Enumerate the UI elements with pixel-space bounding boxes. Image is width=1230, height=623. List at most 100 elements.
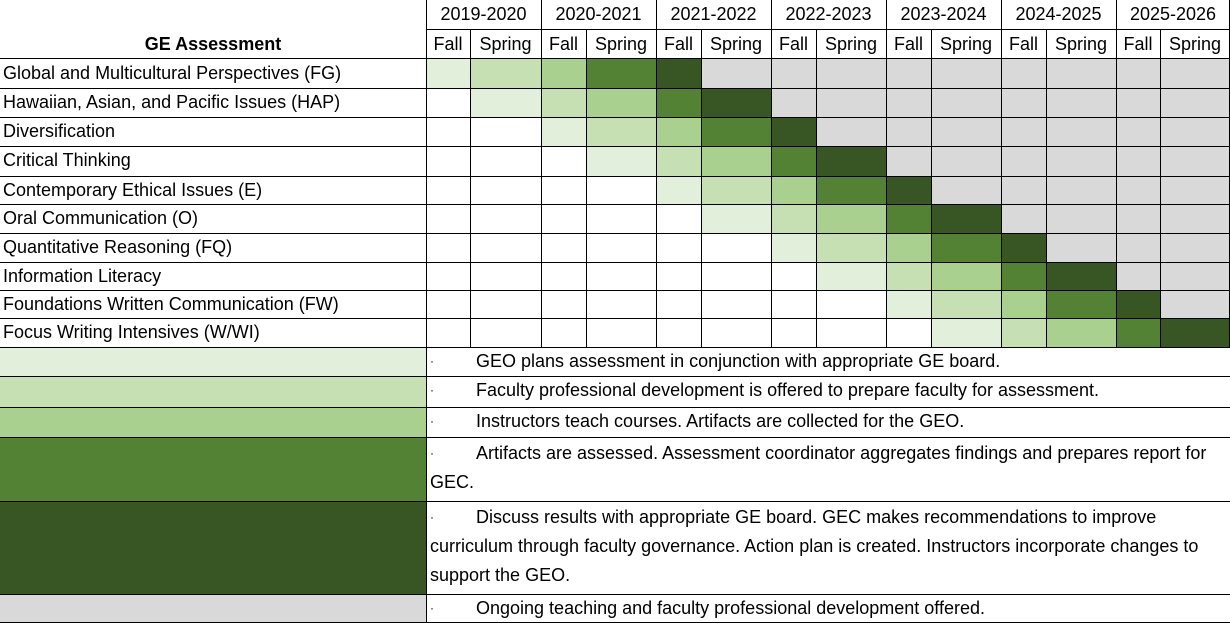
schedule-cell xyxy=(886,88,931,117)
schedule-cell xyxy=(701,204,771,233)
schedule-cell xyxy=(701,88,771,117)
schedule-cell xyxy=(541,233,586,262)
schedule-cell xyxy=(586,318,656,347)
schedule-cell xyxy=(771,262,816,290)
schedule-cell xyxy=(1001,176,1046,204)
schedule-cell xyxy=(701,176,771,204)
schedule-cell xyxy=(470,146,541,176)
schedule-cell xyxy=(1116,318,1160,347)
schedule-cell xyxy=(1116,233,1160,262)
schedule-cell xyxy=(771,146,816,176)
schedule-cell xyxy=(1160,176,1230,204)
schedule-cell xyxy=(1046,318,1116,347)
schedule-cell xyxy=(771,59,816,88)
legend-text: Ongoing teaching and faculty professiona… xyxy=(476,598,986,618)
schedule-cell xyxy=(426,176,470,204)
schedule-cell xyxy=(470,318,541,347)
schedule-cell xyxy=(586,204,656,233)
schedule-cell xyxy=(426,318,470,347)
schedule-cell xyxy=(1001,290,1046,318)
schedule-cell xyxy=(426,233,470,262)
grid-line xyxy=(0,290,1230,291)
grid-line xyxy=(541,0,542,347)
schedule-cell xyxy=(1046,88,1116,117)
schedule-cell xyxy=(470,59,541,88)
schedule-cell xyxy=(541,117,586,146)
legend-text: Faculty professional development is offe… xyxy=(476,380,1099,400)
schedule-cell xyxy=(470,204,541,233)
schedule-cell xyxy=(931,146,1001,176)
schedule-cell xyxy=(541,318,586,347)
schedule-cell xyxy=(586,59,656,88)
schedule-cell xyxy=(656,176,701,204)
grid-line xyxy=(0,594,1230,595)
schedule-cell xyxy=(816,318,886,347)
schedule-cell xyxy=(656,290,701,318)
schedule-cell xyxy=(656,117,701,146)
legend-swatch xyxy=(0,501,426,594)
year-header: 2020-2021 xyxy=(555,4,642,24)
grid-line xyxy=(470,30,471,347)
legend-bullet: · xyxy=(430,446,434,460)
schedule-cell xyxy=(426,117,470,146)
term-header: Fall xyxy=(1008,34,1038,54)
schedule-cell xyxy=(426,262,470,290)
schedule-cell xyxy=(771,233,816,262)
schedule-cell xyxy=(1160,233,1230,262)
grid-line xyxy=(426,29,1230,30)
grid-line xyxy=(0,262,1230,263)
schedule-cell xyxy=(1001,88,1046,117)
schedule-cell xyxy=(586,262,656,290)
schedule-cell xyxy=(541,88,586,117)
schedule-cell xyxy=(931,176,1001,204)
grid-line xyxy=(1116,0,1117,347)
row-label: Information Literacy xyxy=(3,266,162,286)
schedule-cell xyxy=(931,318,1001,347)
schedule-cell xyxy=(541,146,586,176)
legend-bullet: · xyxy=(430,383,434,397)
schedule-cell xyxy=(886,262,931,290)
term-header: Spring xyxy=(594,34,648,54)
row-label: Foundations Written Communication (FW) xyxy=(3,294,339,314)
schedule-cell xyxy=(656,262,701,290)
schedule-cell xyxy=(1001,146,1046,176)
grid-line xyxy=(0,376,1230,377)
term-header: Spring xyxy=(824,34,878,54)
row-label: Critical Thinking xyxy=(3,150,131,170)
year-header: 2019-2020 xyxy=(440,4,527,24)
schedule-cell xyxy=(771,117,816,146)
row-label: Oral Communication (O) xyxy=(3,208,199,228)
schedule-cell xyxy=(426,290,470,318)
schedule-cell xyxy=(541,59,586,88)
legend-swatch xyxy=(0,407,426,437)
row-label: Global and Multicultural Perspectives (F… xyxy=(3,63,342,83)
legend-bullet: · xyxy=(430,601,434,615)
schedule-cell xyxy=(931,233,1001,262)
schedule-cell xyxy=(426,146,470,176)
year-header: 2024-2025 xyxy=(1015,4,1102,24)
grid-line xyxy=(0,176,1230,177)
schedule-cell xyxy=(931,290,1001,318)
term-header: Spring xyxy=(709,34,763,54)
legend-item: · Artifacts are assessed. Assessment coor… xyxy=(426,437,1230,501)
schedule-cell xyxy=(1001,117,1046,146)
grid-line xyxy=(886,0,887,347)
term-header: Fall xyxy=(778,34,808,54)
schedule-cell xyxy=(586,146,656,176)
term-header: Spring xyxy=(479,34,532,54)
row-label: Diversification xyxy=(3,121,116,141)
table-title: GE Assessment xyxy=(144,34,282,54)
schedule-cell xyxy=(816,88,886,117)
schedule-cell xyxy=(656,59,701,88)
schedule-cell xyxy=(886,233,931,262)
schedule-cell xyxy=(586,117,656,146)
legend-item: · Ongoing teaching and faculty profession… xyxy=(426,594,1230,623)
schedule-cell xyxy=(656,204,701,233)
grid-line xyxy=(1160,30,1161,347)
year-header: 2021-2022 xyxy=(670,4,757,24)
schedule-cell xyxy=(1160,204,1230,233)
schedule-cell xyxy=(1160,146,1230,176)
year-header: 2022-2023 xyxy=(785,4,872,24)
schedule-cell xyxy=(1160,290,1230,318)
schedule-cell xyxy=(816,233,886,262)
